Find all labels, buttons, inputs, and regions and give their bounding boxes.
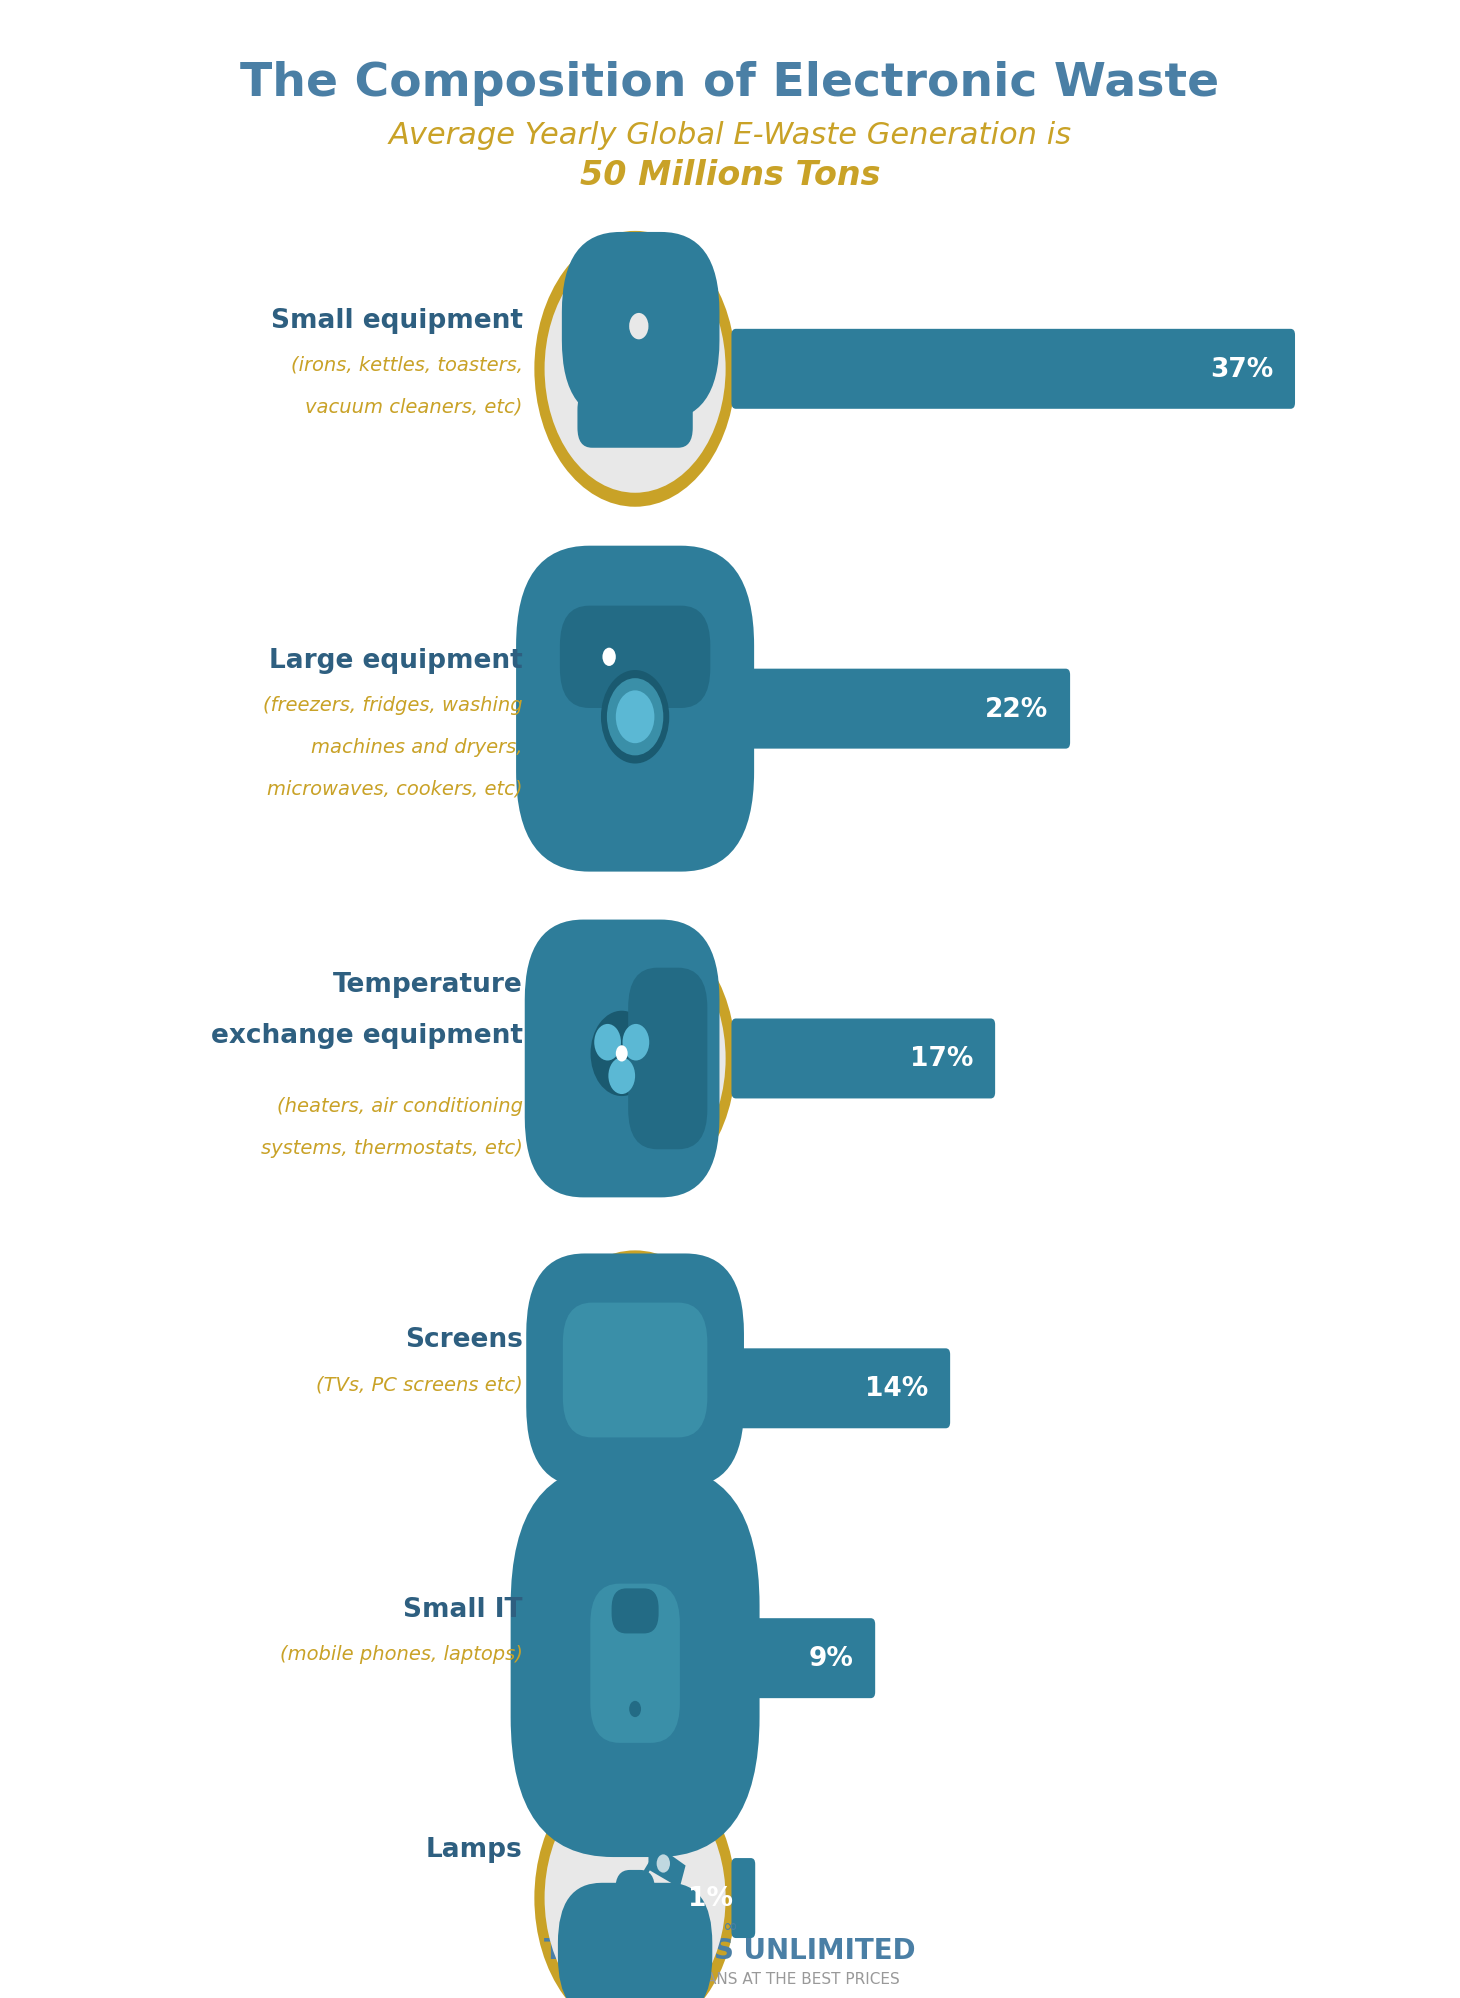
Text: microwaves, cookers, etc): microwaves, cookers, etc) [267,779,523,799]
Text: 37%: 37% [1210,356,1273,384]
FancyBboxPatch shape [731,1019,996,1099]
Text: (mobile phones, laptops): (mobile phones, laptops) [280,1644,523,1664]
FancyBboxPatch shape [580,1391,691,1479]
FancyBboxPatch shape [526,1255,745,1487]
FancyBboxPatch shape [564,1303,707,1439]
Text: Small IT: Small IT [403,1596,523,1622]
FancyBboxPatch shape [731,330,1295,410]
Text: Screens: Screens [404,1327,523,1353]
Circle shape [622,1025,650,1061]
Circle shape [629,1700,641,1716]
Text: 50 Millions Tons: 50 Millions Tons [580,160,880,192]
FancyBboxPatch shape [511,1467,759,1856]
Text: machines and dryers,: machines and dryers, [311,737,523,757]
FancyBboxPatch shape [731,1858,755,1938]
Text: Temperature: Temperature [333,971,523,997]
Text: 9%: 9% [809,1644,853,1672]
Text: (heaters, air conditioning: (heaters, air conditioning [277,1097,523,1117]
Circle shape [545,1534,726,1782]
Circle shape [629,314,648,340]
Polygon shape [632,1856,658,1890]
FancyBboxPatch shape [562,234,720,422]
Circle shape [603,647,616,667]
Text: Small equipment: Small equipment [270,308,523,334]
Circle shape [545,246,726,494]
Circle shape [607,679,663,755]
Circle shape [545,1774,726,1998]
Text: 1%: 1% [688,1884,733,1912]
Circle shape [534,921,736,1197]
Text: systems, thermostats, etc): systems, thermostats, etc) [261,1139,523,1159]
Circle shape [534,232,736,507]
Text: (freezers, fridges, washing: (freezers, fridges, washing [263,695,523,715]
FancyBboxPatch shape [515,545,755,873]
FancyBboxPatch shape [578,390,692,448]
Circle shape [534,1520,736,1796]
Circle shape [545,1265,726,1512]
Circle shape [602,671,669,763]
Polygon shape [593,340,688,410]
FancyBboxPatch shape [731,1618,875,1698]
Circle shape [657,1854,670,1872]
Text: 14%: 14% [864,1375,929,1403]
Text: Average Yearly Global E-Waste Generation is: Average Yearly Global E-Waste Generation… [388,122,1072,150]
Text: vacuum cleaners, etc): vacuum cleaners, etc) [305,398,523,418]
Text: TRASHCANS UNLIMITED: TRASHCANS UNLIMITED [545,1936,915,1964]
Circle shape [534,1760,736,1998]
Polygon shape [648,1840,686,1888]
FancyBboxPatch shape [731,669,1070,749]
Circle shape [594,1025,620,1061]
Text: (irons, kettles, toasters,: (irons, kettles, toasters, [291,356,523,376]
Circle shape [616,691,654,743]
Text: THE BEST TRASH CANS AT THE BEST PRICES: THE BEST TRASH CANS AT THE BEST PRICES [561,1970,899,1986]
FancyBboxPatch shape [524,921,720,1197]
Circle shape [534,571,736,847]
FancyBboxPatch shape [628,969,707,1149]
Circle shape [534,1251,736,1526]
FancyBboxPatch shape [558,1882,712,1998]
FancyBboxPatch shape [559,605,711,709]
Text: 22%: 22% [986,695,1048,723]
Circle shape [616,1045,628,1063]
Circle shape [545,935,726,1183]
Text: 17%: 17% [910,1045,974,1073]
Text: Large equipment: Large equipment [269,647,523,673]
Text: exchange equipment: exchange equipment [210,1023,523,1049]
Text: The Composition of Electronic Waste: The Composition of Electronic Waste [241,62,1219,106]
Polygon shape [625,1407,645,1433]
FancyBboxPatch shape [612,1588,658,1634]
Circle shape [590,1011,653,1097]
Circle shape [545,585,726,833]
FancyBboxPatch shape [731,1349,950,1429]
Text: (TVs, PC screens etc): (TVs, PC screens etc) [315,1375,523,1395]
Text: ∞: ∞ [723,1916,737,1936]
Circle shape [609,1057,635,1095]
FancyBboxPatch shape [615,1870,656,1962]
FancyBboxPatch shape [590,1584,680,1742]
Text: Lamps: Lamps [426,1836,523,1862]
